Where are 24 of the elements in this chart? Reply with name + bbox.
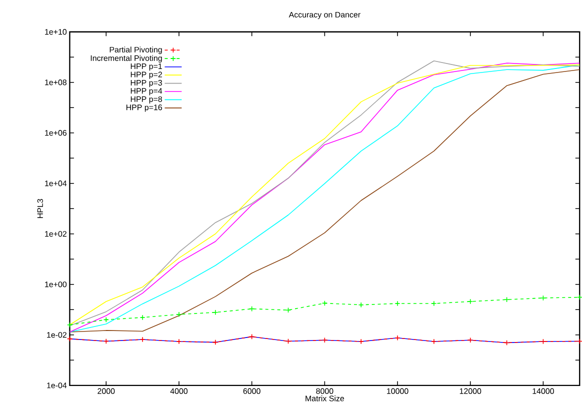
point (176, 338, 182, 344)
point (322, 337, 328, 343)
point (576, 294, 582, 300)
point (285, 307, 292, 313)
point (576, 338, 582, 344)
point (431, 338, 437, 344)
point (249, 334, 255, 340)
point (103, 338, 109, 344)
point (468, 337, 474, 343)
point (140, 314, 146, 320)
point (431, 300, 437, 306)
point (103, 316, 109, 322)
point (540, 338, 546, 344)
point (249, 306, 255, 312)
point (285, 338, 292, 344)
point (358, 338, 364, 344)
point (540, 295, 546, 301)
point (394, 300, 400, 306)
point (504, 296, 510, 302)
point (212, 339, 218, 345)
point (504, 340, 510, 346)
point (468, 298, 474, 304)
point (140, 336, 146, 342)
point (322, 300, 328, 306)
